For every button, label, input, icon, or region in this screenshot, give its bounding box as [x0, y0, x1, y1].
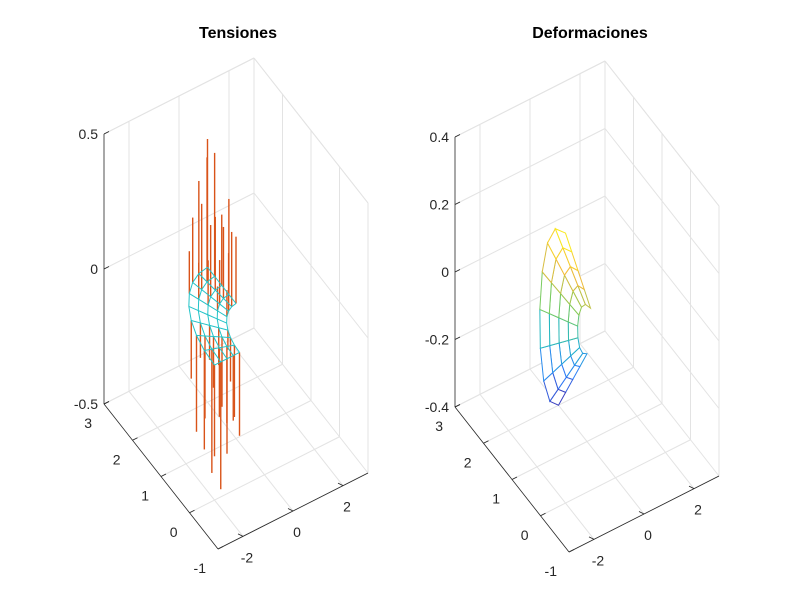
x-tick-label: 2: [343, 499, 351, 515]
y-tick: [511, 476, 518, 480]
y-tick-label: 2: [113, 451, 121, 467]
y-tick: [132, 437, 138, 441]
grid-line: [253, 192, 369, 339]
x-tick: [287, 508, 294, 512]
y-tick-label: 3: [435, 418, 443, 434]
y-tick: [217, 546, 224, 550]
y-tick-label: 0: [170, 524, 178, 540]
plot-marks: [539, 227, 592, 406]
grid-line: [132, 363, 283, 441]
surface-patch: [548, 312, 560, 347]
z-tick-label: -0.4: [425, 399, 449, 415]
subplot-tensiones: Tensiones -0.5 0 0.5 -1 0 1 2 3 -2 0 2: [74, 25, 369, 576]
y-tick-label: -1: [545, 563, 558, 579]
y-tick-label: 2: [464, 454, 472, 470]
z-tick-label: 0: [441, 264, 449, 280]
grid-line: [189, 436, 340, 514]
x-tick-label: 2: [694, 502, 702, 518]
y-tick-label: 0: [521, 527, 529, 543]
x-tick: [337, 482, 344, 487]
x-tick-label: 0: [644, 527, 652, 543]
axes-grid: [454, 60, 720, 553]
y-tick-label: 1: [141, 488, 149, 504]
subplot-deformaciones: Deformaciones -0.4 -0.2 0 0.2 0.4 -1 0 1 2 3 -2 0 2: [425, 25, 720, 579]
mesh-line: [207, 266, 237, 304]
y-tick-label: 1: [492, 491, 500, 507]
y-tick: [483, 440, 489, 444]
z-tick: [103, 266, 110, 270]
x-tick-label: -2: [241, 549, 254, 565]
y-tick: [540, 512, 546, 517]
tick-labels: -0.4 -0.2 0 0.2 0.4 -1 0 1 2 3 -2 0 2: [425, 129, 702, 579]
x-tick: [638, 511, 645, 515]
surface-patch: [539, 308, 551, 349]
x-tick: [688, 485, 695, 490]
x-tick-label: -2: [592, 552, 605, 568]
y-tick-label: -1: [194, 560, 207, 576]
tick-labels: -0.5 0 0.5 -1 0 1 2 3 -2 0 2: [74, 126, 351, 576]
grid-line: [511, 403, 663, 480]
grid-line: [454, 330, 606, 408]
y-tick-label: 3: [84, 415, 92, 431]
grid-line: [103, 327, 255, 405]
mesh-line: [192, 282, 229, 312]
grid-line: [454, 60, 606, 138]
x-tick-label: 0: [293, 524, 301, 540]
z-tick: [454, 201, 461, 205]
z-tick-label: 0.4: [430, 129, 450, 145]
z-tick-label: -0.2: [425, 332, 449, 348]
grid-line: [540, 439, 691, 517]
z-tick-label: 0: [90, 261, 98, 277]
grid-line: [103, 57, 255, 135]
grid-line: [604, 60, 720, 207]
y-tick: [454, 404, 461, 408]
y-tick: [103, 401, 110, 405]
mesh-line: [204, 344, 235, 351]
mesh-line: [226, 303, 240, 353]
z-tick: [454, 269, 461, 273]
chart-title: Deformaciones: [532, 25, 648, 42]
y-tick: [189, 509, 195, 514]
grid-line: [160, 400, 312, 477]
mesh-line: [214, 351, 240, 366]
z-tick: [454, 134, 461, 138]
grid-line: [454, 195, 606, 273]
mesh-line: [198, 273, 233, 308]
z-tick-label: 0.5: [79, 126, 99, 142]
grid-line: [604, 263, 720, 409]
z-tick-label: -0.5: [74, 396, 98, 412]
z-tick-label: 0.2: [430, 197, 450, 213]
grid-line: [604, 195, 720, 342]
mesh-line: [188, 305, 227, 324]
grid-line: [253, 57, 369, 204]
surface-patch: [554, 227, 573, 253]
y-tick: [160, 473, 167, 477]
mesh-line: [196, 334, 231, 339]
chart-title: Tensiones: [199, 25, 277, 42]
z-tick: [454, 336, 461, 340]
x-tick: [588, 536, 595, 540]
x-tick: [237, 533, 244, 537]
y-tick: [568, 549, 575, 553]
mesh-line: [191, 320, 229, 331]
grid-line: [454, 128, 606, 205]
z-tick: [103, 131, 110, 135]
grid-line: [604, 128, 720, 274]
mesh-line: [189, 293, 228, 318]
plot-marks: [188, 138, 241, 490]
